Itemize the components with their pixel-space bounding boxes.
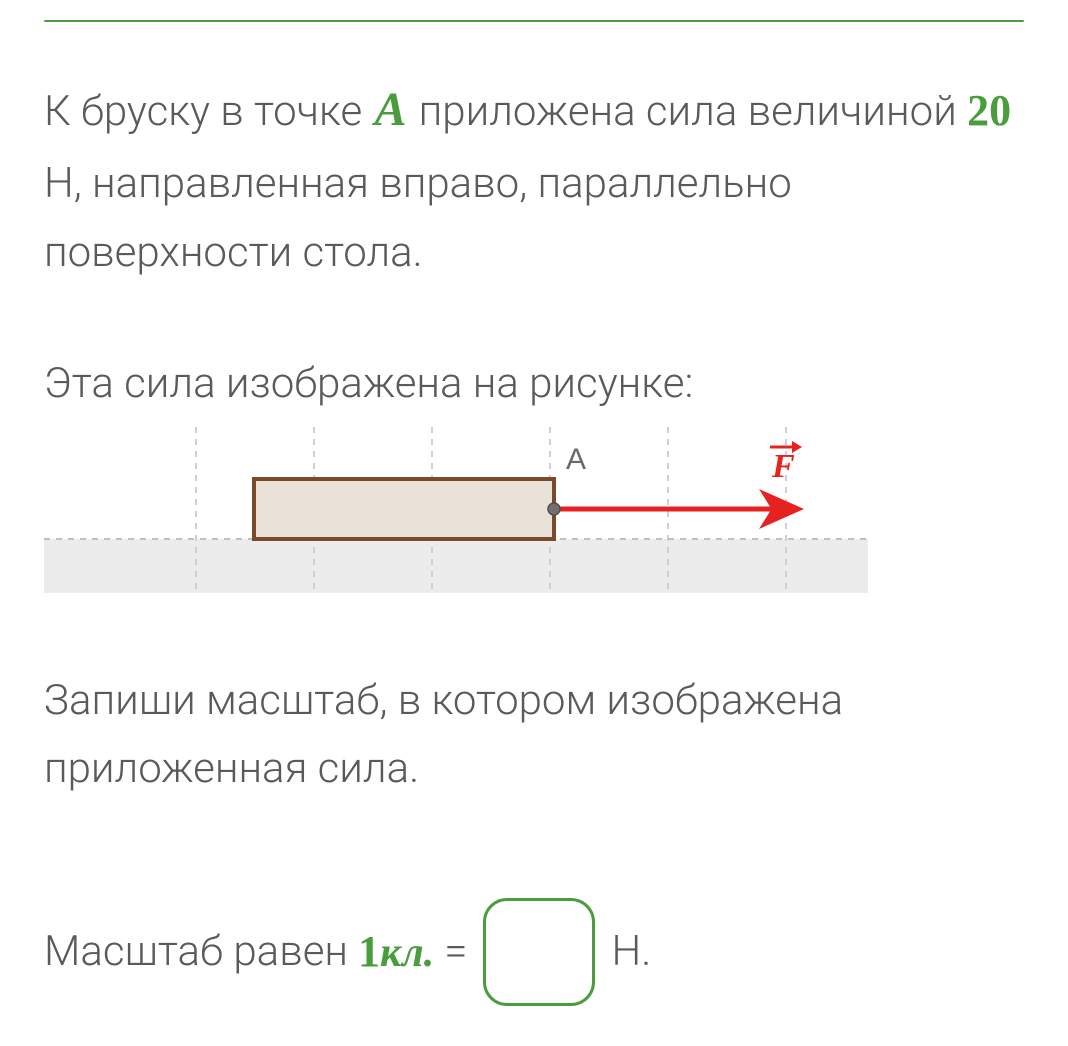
answer-row: Масштаб равен 1кл. = Н. bbox=[44, 898, 1024, 1006]
force-diagram: AF bbox=[44, 427, 868, 593]
svg-text:A: A bbox=[566, 443, 586, 476]
scale-answer-input[interactable] bbox=[483, 898, 595, 1006]
instruction-text: Запиши масштаб, в котором изображена при… bbox=[44, 667, 1024, 803]
problem-container: К бруску в точке A приложена сила величи… bbox=[0, 20, 1068, 1006]
equals-sign: = bbox=[444, 927, 467, 976]
figure: AF bbox=[44, 427, 1024, 597]
force-magnitude: 20 bbox=[967, 86, 1011, 135]
problem-text-part2: приложена сила величиной bbox=[408, 87, 967, 136]
top-divider bbox=[44, 20, 1024, 22]
svg-text:F: F bbox=[771, 448, 795, 485]
scale-value: 1 bbox=[358, 927, 380, 976]
problem-text-part1: К бруску в точке bbox=[44, 87, 372, 136]
problem-text-part3: Н, направленная вправо, параллельно пове… bbox=[44, 159, 792, 277]
scale-unit: кл. bbox=[380, 930, 434, 976]
problem-statement: К бруску в точке A приложена сила величи… bbox=[44, 70, 1024, 288]
figure-caption: Эта сила изображена на рисунке: bbox=[44, 352, 1024, 415]
answer-unit: Н. bbox=[611, 927, 651, 976]
answer-prefix: Масштаб равен bbox=[44, 927, 348, 976]
point-variable: A bbox=[372, 83, 408, 136]
